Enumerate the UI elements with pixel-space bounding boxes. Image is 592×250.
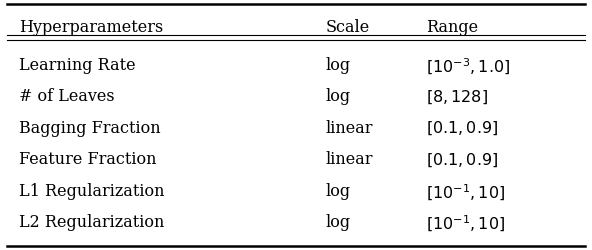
Text: $[10^{-1}, 10]$: $[10^{-1}, 10]$ xyxy=(426,214,505,234)
Text: L2 Regularization: L2 Regularization xyxy=(19,214,165,231)
Text: $[8, 128]$: $[8, 128]$ xyxy=(426,88,488,106)
Text: log: log xyxy=(326,57,350,74)
Text: Range: Range xyxy=(426,19,478,36)
Text: log: log xyxy=(326,214,350,231)
Text: $[10^{-1}, 10]$: $[10^{-1}, 10]$ xyxy=(426,182,505,203)
Text: log: log xyxy=(326,182,350,200)
Text: Hyperparameters: Hyperparameters xyxy=(19,19,163,36)
Text: linear: linear xyxy=(326,151,373,168)
Text: $[10^{-3}, 1.0]$: $[10^{-3}, 1.0]$ xyxy=(426,57,510,77)
Text: $[0.1, 0.9]$: $[0.1, 0.9]$ xyxy=(426,120,498,137)
Text: log: log xyxy=(326,88,350,106)
Text: Learning Rate: Learning Rate xyxy=(19,57,136,74)
Text: Feature Fraction: Feature Fraction xyxy=(19,151,156,168)
Text: # of Leaves: # of Leaves xyxy=(19,88,115,106)
Text: Bagging Fraction: Bagging Fraction xyxy=(19,120,160,137)
Text: $[0.1, 0.9]$: $[0.1, 0.9]$ xyxy=(426,151,498,168)
Text: linear: linear xyxy=(326,120,373,137)
Text: L1 Regularization: L1 Regularization xyxy=(19,182,165,200)
Text: Scale: Scale xyxy=(326,19,370,36)
